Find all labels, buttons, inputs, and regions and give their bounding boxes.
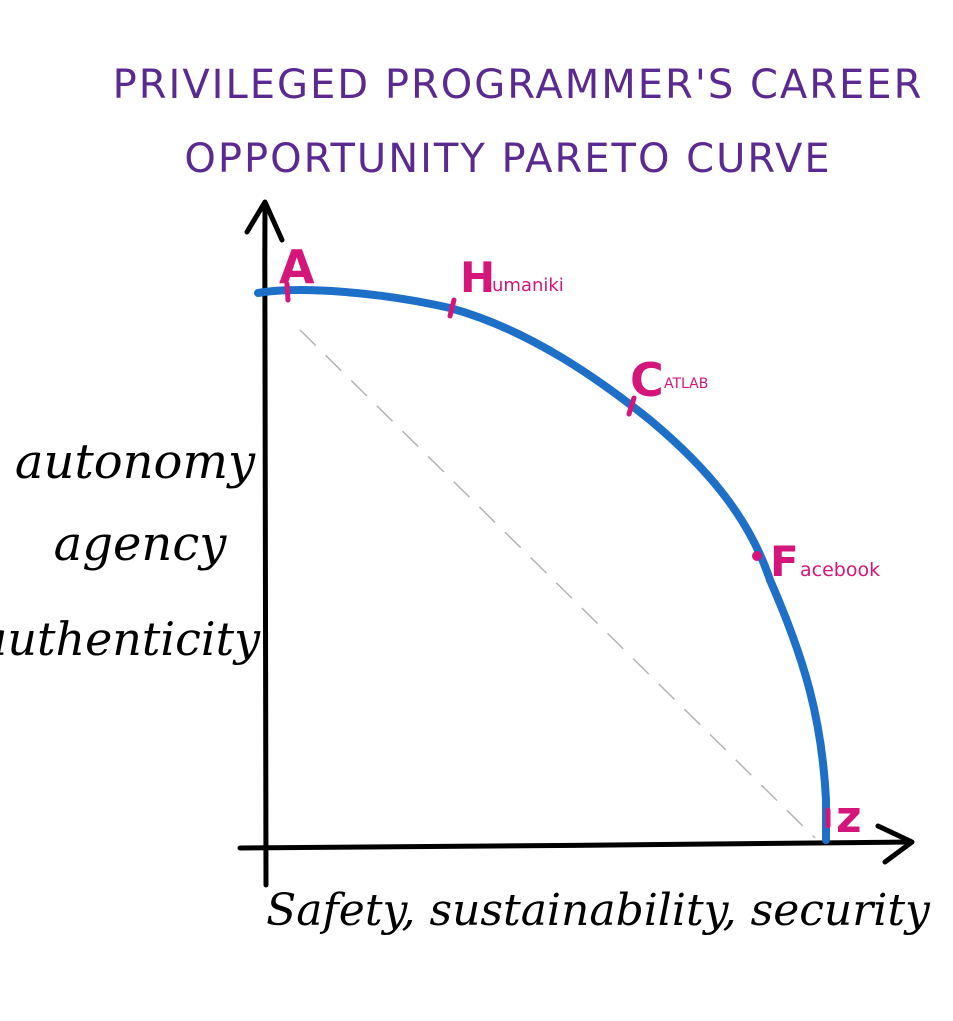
diagonal-dashed-line xyxy=(299,329,816,839)
point-c-tick xyxy=(626,395,637,417)
y-axis xyxy=(262,202,269,888)
point-f-text: acebook xyxy=(800,559,880,581)
x-axis xyxy=(237,839,913,851)
x-axis-label: Safety, sustainability, security xyxy=(266,885,931,936)
point-a-tick xyxy=(284,281,291,303)
point-f-letter: F xyxy=(770,537,799,586)
title-line-1: PRIVILEGED PROGRAMMER'S CAREER xyxy=(113,62,924,108)
y-axis-label-line-1: autonomy xyxy=(15,434,256,490)
y-axis-arrowhead xyxy=(244,199,285,243)
y-axis-label-line-3: authenticity xyxy=(0,612,261,666)
point-f-dot xyxy=(752,551,762,561)
y-axis-label-line-2: agency xyxy=(54,516,228,572)
point-c-letter: C xyxy=(630,353,664,407)
point-a-letter: A xyxy=(279,240,315,294)
pareto-curve xyxy=(254,286,830,844)
point-c-text: ATLAB xyxy=(664,376,708,392)
point-h-text: umaniki xyxy=(492,275,564,296)
title-line-2: OPPORTUNITY PARETO CURVE xyxy=(184,136,831,182)
point-h-tick xyxy=(447,297,457,319)
point-z-letter: z xyxy=(836,792,862,843)
point-h-letter: H xyxy=(460,253,495,302)
x-axis-arrowhead xyxy=(875,823,915,865)
